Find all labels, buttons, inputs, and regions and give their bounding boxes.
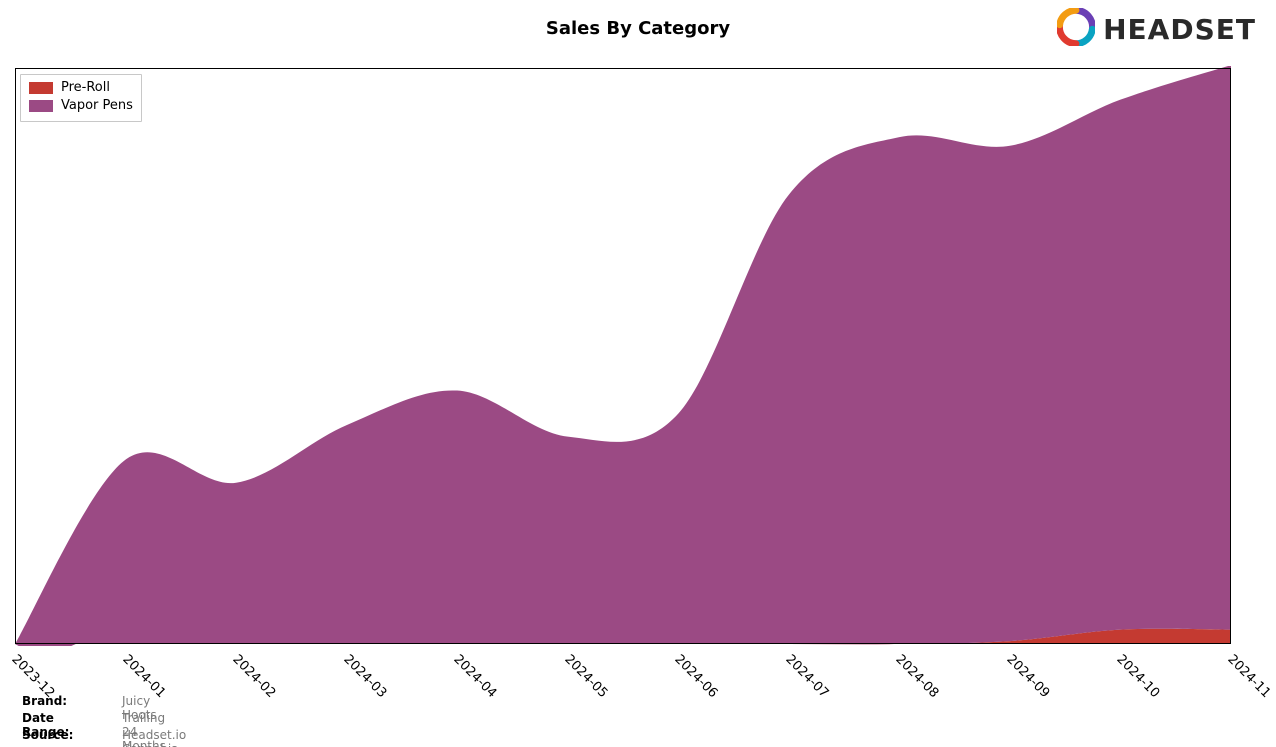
x-tick-label: 2024-04 [451,652,500,701]
x-tick-label: 2024-06 [672,652,721,701]
area-baseline-dip [15,644,76,646]
legend-item: Vapor Pens [29,97,133,115]
x-tick-label: 2024-07 [782,652,831,701]
x-tick-label: 2024-02 [229,652,278,701]
legend-label: Pre-Roll [61,79,110,97]
meta-label: Brand: [22,694,67,708]
legend-swatch-icon [29,100,53,112]
meta-value: Headset.io Cannabis Insights [122,728,186,747]
legend-box: Pre-Roll Vapor Pens [20,74,142,122]
meta-label: Source: [22,728,73,742]
chart-frame: Sales By Category HEADSET Pre-Roll Vapor… [0,0,1276,747]
x-tick-label: 2024-08 [893,652,942,701]
legend-swatch-icon [29,82,53,94]
legend-item: Pre-Roll [29,79,133,97]
x-tick-label: 2024-09 [1003,652,1052,701]
headset-logo-icon [1057,8,1095,50]
brand-logo: HEADSET [1057,8,1256,50]
brand-logo-text: HEADSET [1103,13,1256,46]
x-tick-label: 2024-03 [340,652,389,701]
legend-label: Vapor Pens [61,97,133,115]
x-tick-label: 2024-10 [1114,652,1163,701]
plot-border [15,68,1231,644]
x-tick-label: 2024-05 [561,652,610,701]
x-tick-label: 2024-11 [1224,652,1273,701]
